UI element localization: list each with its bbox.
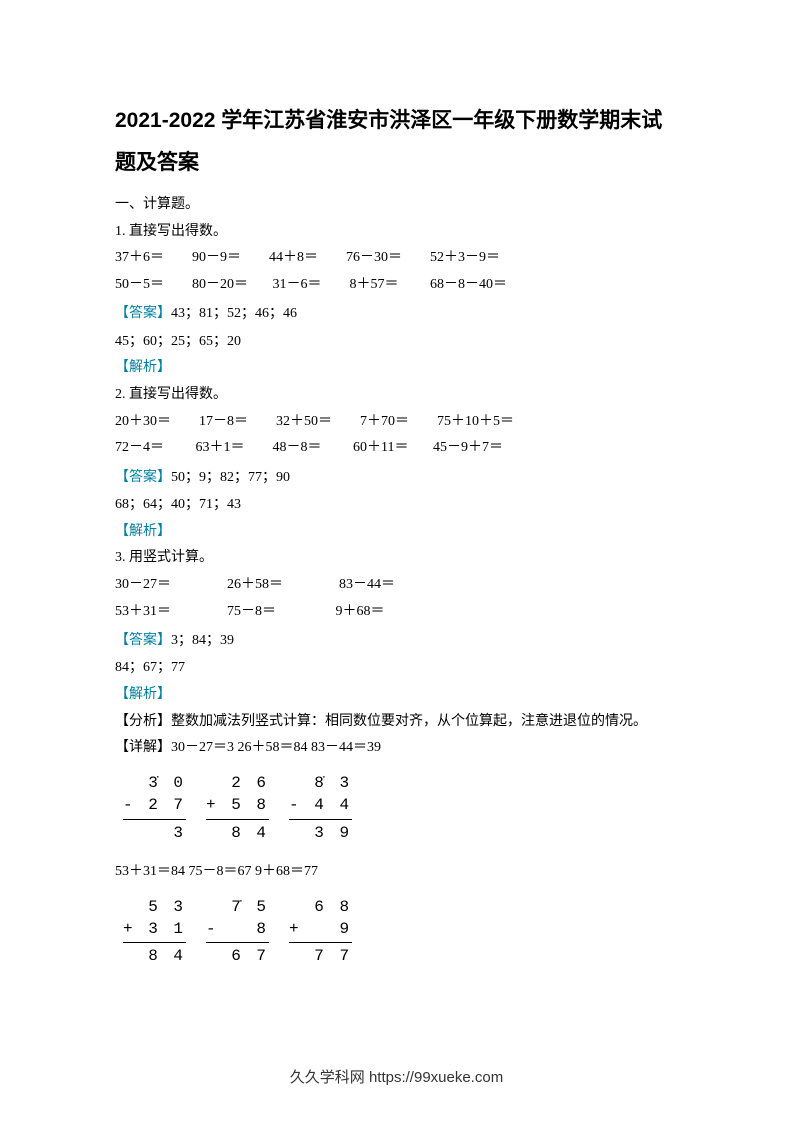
answer-label: 【答案】 <box>115 306 171 321</box>
vcalc-top: 3̇ 0 <box>123 772 186 794</box>
vcalc-result: 8 4 <box>123 942 186 967</box>
q3-detail1: 【详解】30－27＝3 26＋58＝84 83－44＝39 <box>115 735 678 762</box>
q2-answer-line2: 68；64；40；71；43 <box>115 492 678 519</box>
answer-text: 43；81；52；46；46 <box>171 306 297 321</box>
q3-answer-line2: 84；67；77 <box>115 655 678 682</box>
q1-answer-line2: 45；60；25；65；20 <box>115 329 678 356</box>
vcalc-top: 7̇ 5 <box>206 896 269 918</box>
vcalc-top: 5 3 <box>123 896 186 918</box>
vertical-calc-group-2: 5 3 + 3 1 8 4 7̇ 5 - 8 6 7 6 8 + 9 7 7 <box>123 896 678 968</box>
vertical-calc: 5 3 + 3 1 8 4 <box>123 896 186 968</box>
q3-detail2: 53＋31＝84 75－8＝67 9＋68＝77 <box>115 859 678 886</box>
q2-equations-row1: 20＋30＝ 17－8＝ 32＋50＝ 7＋70＝ 75＋10＋5＝ <box>115 409 678 436</box>
vertical-calc: 6 8 + 9 7 7 <box>289 896 352 968</box>
q3-prompt: 3. 用竖式计算。 <box>115 545 678 572</box>
q3-analysis-label: 【解析】 <box>115 682 678 709</box>
q1-prompt: 1. 直接写出得数。 <box>115 219 678 246</box>
vcalc-result: 3 9 <box>289 819 352 844</box>
answer-label: 【答案】 <box>115 470 171 485</box>
answer-text: 50；9；82；77；90 <box>171 470 290 485</box>
vcalc-result: 8 4 <box>206 819 269 844</box>
vcalc-mid: - 8 <box>206 918 269 940</box>
vertical-calc: 3̇ 0 - 2 7 3 <box>123 772 186 844</box>
vcalc-mid: - 2 7 <box>123 794 186 816</box>
vertical-calc: 8̇ 3 - 4 4 3 9 <box>289 772 352 844</box>
q3-analysis-text: 【分析】整数加减法列竖式计算：相同数位要对齐，从个位算起，注意进退位的情况。 <box>115 709 678 736</box>
q1-answer-line1: 【答案】43；81；52；46；46 <box>115 298 678 328</box>
q2-prompt: 2. 直接写出得数。 <box>115 382 678 409</box>
q3-equations-row2: 53＋31＝ 75－8＝ 9＋68＝ <box>115 599 678 626</box>
section-heading: 一、计算题。 <box>115 192 678 219</box>
q1-equations-row1: 37＋6＝ 90－9＝ 44＋8＝ 76－30＝ 52＋3－9＝ <box>115 245 678 272</box>
vcalc-result: 7 7 <box>289 942 352 967</box>
q1-analysis-label: 【解析】 <box>115 355 678 382</box>
vcalc-mid: + 9 <box>289 918 352 940</box>
page-footer: 久久学科网 https://99xueke.com <box>0 1066 793 1087</box>
answer-text: 3；84；39 <box>171 633 234 648</box>
vertical-calc: 2 6 + 5 8 8 4 <box>206 772 269 844</box>
vertical-calc-group-1: 3̇ 0 - 2 7 3 2 6 + 5 8 8 4 8̇ 3 - 4 4 3 … <box>123 772 678 844</box>
vcalc-top: 2 6 <box>206 772 269 794</box>
q3-equations-row1: 30－27＝ 26＋58＝ 83－44＝ <box>115 572 678 599</box>
q1-equations-row2: 50－5＝ 80－20＝ 31－6＝ 8＋57＝ 68－8－40＝ <box>115 272 678 299</box>
vcalc-mid: + 5 8 <box>206 794 269 816</box>
q2-answer-line1: 【答案】50；9；82；77；90 <box>115 462 678 492</box>
vertical-calc: 7̇ 5 - 8 6 7 <box>206 896 269 968</box>
vcalc-result: 6 7 <box>206 942 269 967</box>
vcalc-result: 3 <box>123 819 186 844</box>
vcalc-top: 8̇ 3 <box>289 772 352 794</box>
q2-analysis-label: 【解析】 <box>115 519 678 546</box>
vcalc-mid: - 4 4 <box>289 794 352 816</box>
q2-equations-row2: 72－4＝ 63＋1＝ 48－8＝ 60＋11＝ 45－9＋7＝ <box>115 435 678 462</box>
vcalc-mid: + 3 1 <box>123 918 186 940</box>
answer-label: 【答案】 <box>115 633 171 648</box>
vcalc-top: 6 8 <box>289 896 352 918</box>
page-title: 2021-2022 学年江苏省淮安市洪泽区一年级下册数学期末试题及答案 <box>115 100 678 184</box>
q3-answer-line1: 【答案】3；84；39 <box>115 625 678 655</box>
